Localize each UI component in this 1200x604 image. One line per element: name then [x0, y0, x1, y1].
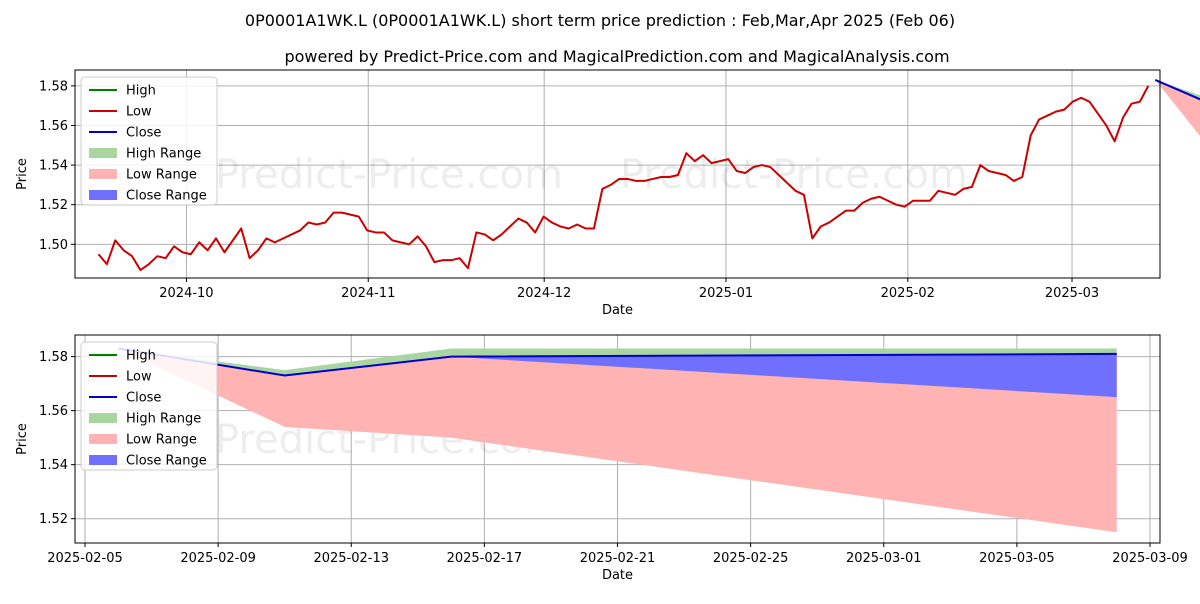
y-tick-label: 1.52 [39, 198, 68, 213]
legend-label: Low Range [126, 433, 197, 448]
y-tick-label: 1.58 [39, 350, 68, 365]
x-tick-label: 2025-02-25 [713, 551, 789, 566]
low-range-band [1155, 79, 1200, 137]
x-tick-label: 2025-02-21 [580, 551, 656, 566]
legend-patch-low-range [89, 169, 117, 179]
x-tick-label: 2025-03-01 [846, 551, 922, 566]
legend-label: Close [126, 391, 161, 406]
legend-patch-high-range [89, 148, 117, 158]
x-tick-label: 2025-03 [1045, 286, 1099, 301]
watermark-right: Predict-Price.com [620, 152, 968, 198]
low-series-line [97, 85, 1150, 272]
x-tick-label: 2025-02-13 [313, 551, 389, 566]
legend-patch-low-range [89, 434, 117, 444]
y-axis-label: Price [15, 158, 30, 190]
legend-label: Low Range [126, 168, 197, 183]
top-panel: 2024-10 2024-11 2024-12 2025-01 2025-02 2025-… [15, 69, 1200, 318]
legend-label: High [126, 84, 156, 99]
legend-label: Close Range [126, 454, 207, 469]
plot-frame [74, 334, 1161, 544]
y-tick-label: 1.54 [39, 458, 68, 473]
x-tick-label: 2025-03-05 [979, 551, 1055, 566]
close-series-line [1154, 78, 1200, 101]
x-tick-label: 2025-02-05 [47, 551, 123, 566]
y-tick-label: 1.50 [39, 238, 68, 253]
plot-frame [74, 69, 1161, 279]
x-tick-label: 2024-12 [517, 286, 571, 301]
x-tick-label: 2024-11 [341, 286, 395, 301]
x-tick-label: 2025-01 [699, 286, 753, 301]
legend-label: High Range [126, 147, 201, 162]
chart-title: 0P0001A1WK.L (0P0001A1WK.L) short term p… [245, 11, 955, 30]
y-axis-label: Price [15, 423, 30, 455]
legend-label: Close [126, 126, 161, 141]
x-axis-label: Date [602, 303, 633, 318]
y-tick-label: 1.58 [39, 79, 68, 94]
x-tick-label: 2025-02-09 [180, 551, 256, 566]
bottom-panel: 2025-02-05 2025-02-09 2025-02-13 2025-02-17… [15, 334, 1188, 583]
x-tick-label: 2025-02-17 [447, 551, 523, 566]
x-tick-label: 2025-02 [881, 286, 935, 301]
high-range-band [118, 348, 1117, 376]
y-tick-label: 1.56 [39, 404, 68, 419]
close-range-band [118, 348, 1117, 398]
legend-patch-close-range [89, 455, 117, 465]
legend-label: Low [126, 105, 152, 120]
watermark-left: Predict-Price.com [215, 152, 563, 198]
y-tick-label: 1.52 [39, 512, 68, 527]
y-tick-label: 1.54 [39, 159, 68, 174]
legend-patch-close-range [89, 190, 117, 200]
legend-label: High [126, 349, 156, 364]
legend-patch-high-range [89, 413, 117, 423]
legend-label: Low [126, 370, 152, 385]
x-tick-label: 2024-10 [159, 286, 213, 301]
x-axis-label: Date [602, 568, 633, 583]
chart-subtitle: powered by Predict-Price.com and Magical… [284, 47, 949, 66]
legend-label: High Range [126, 412, 201, 427]
x-tick-label: 2025-03-09 [1112, 551, 1188, 566]
low-range-band [118, 348, 1117, 533]
y-tick-label: 1.56 [39, 119, 68, 134]
legend-label: Close Range [126, 189, 207, 204]
